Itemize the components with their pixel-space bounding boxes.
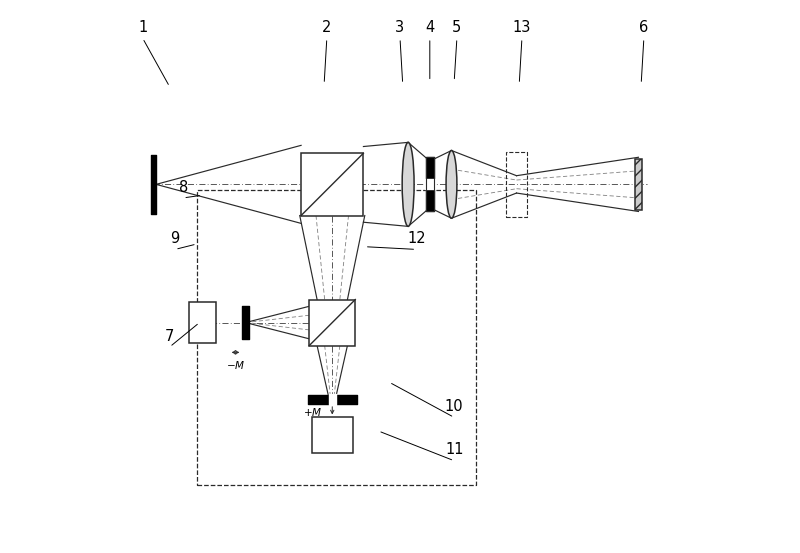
Text: 1: 1 [138, 20, 147, 35]
Text: $-M$: $-M$ [226, 359, 246, 371]
Bar [506, 152, 527, 217]
Bar [189, 302, 216, 343]
Ellipse shape [402, 142, 414, 226]
Text: 12: 12 [407, 231, 426, 246]
Text: 6: 6 [639, 20, 649, 35]
Bar [312, 418, 353, 452]
Bar [197, 190, 476, 485]
Text: 2: 2 [322, 20, 331, 35]
Text: 9: 9 [170, 231, 180, 246]
Bar [635, 159, 642, 210]
Bar [635, 159, 642, 210]
Text: 10: 10 [445, 399, 463, 414]
Text: $+M$: $+M$ [303, 406, 322, 418]
Text: 13: 13 [513, 20, 531, 35]
Text: 4: 4 [425, 20, 434, 35]
Bar [310, 300, 355, 346]
Bar [426, 157, 434, 211]
Text: 3: 3 [395, 20, 405, 35]
Text: 5: 5 [452, 20, 462, 35]
Bar [301, 153, 363, 216]
Text: 7: 7 [165, 328, 174, 343]
Text: 11: 11 [445, 442, 463, 457]
Text: 8: 8 [178, 180, 188, 195]
Ellipse shape [446, 150, 457, 218]
